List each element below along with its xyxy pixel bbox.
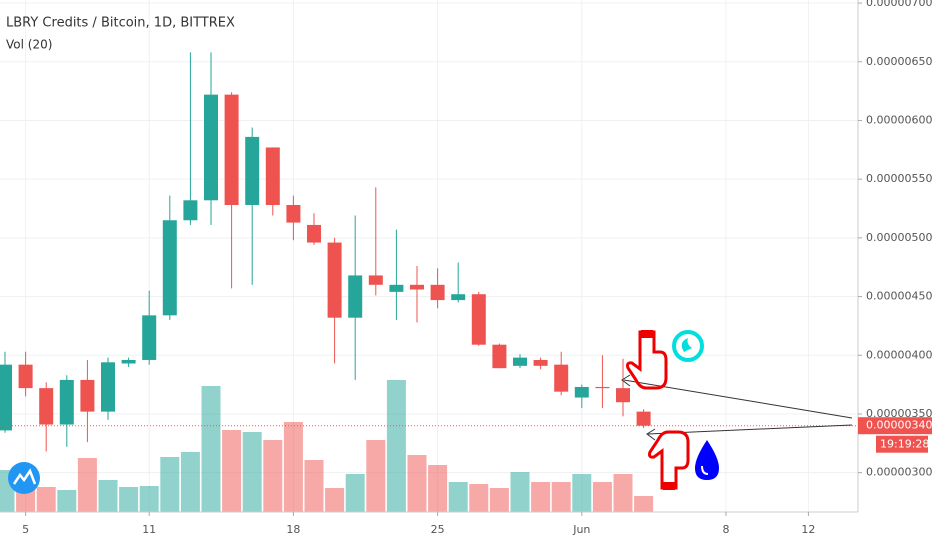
- candle-body: [368, 275, 383, 285]
- x-tick-label: 5: [22, 523, 29, 536]
- candle-body: [595, 386, 610, 389]
- volume-bar: [98, 480, 118, 512]
- volume-bar: [160, 457, 180, 512]
- volume-bar: [551, 482, 571, 512]
- volume-bar: [510, 472, 530, 512]
- candle-body: [162, 220, 177, 316]
- y-tick-label: 0.00000350: [866, 407, 932, 420]
- volume-bar: [201, 386, 221, 512]
- candle-body: [0, 364, 12, 431]
- volume-bar: [592, 482, 612, 512]
- candle-body: [574, 386, 589, 398]
- volume-bar: [345, 474, 365, 512]
- volume-bar: [634, 496, 654, 512]
- volume-bar: [242, 432, 262, 512]
- candle-body: [616, 388, 630, 403]
- volume-label: Vol (20): [6, 38, 52, 52]
- candle-body: [265, 147, 280, 205]
- candle-layer: [0, 52, 858, 452]
- y-tick-label: 0.00000300: [866, 466, 932, 479]
- candle-body: [636, 411, 651, 426]
- volume-bar: [613, 474, 633, 512]
- x-tick-label: Jun: [572, 523, 590, 536]
- candle-body: [513, 357, 527, 366]
- candle-body: [18, 364, 33, 389]
- candle-body: [245, 136, 260, 205]
- y-tick-label: 0.00000600: [866, 113, 932, 126]
- volume-bar: [572, 474, 592, 512]
- x-tick-label: 18: [286, 523, 300, 536]
- volume-bar: [325, 488, 345, 512]
- volume-bar: [407, 455, 427, 512]
- volume-bar: [36, 487, 56, 512]
- volume-bar: [222, 430, 242, 512]
- volume-bar: [283, 422, 303, 512]
- candle-body: [430, 284, 445, 301]
- x-tick-label: 11: [142, 523, 156, 536]
- candle-body: [183, 200, 198, 221]
- candle-body: [554, 364, 569, 392]
- volume-layer: [0, 380, 654, 512]
- volume-bar: [180, 452, 200, 512]
- candle-body: [410, 284, 424, 290]
- y-tick-label: 0.00000650: [866, 55, 932, 68]
- candle-body: [224, 94, 239, 205]
- x-tick-label: 8: [723, 523, 730, 536]
- x-tick-label: 12: [801, 523, 815, 536]
- volume-bar: [139, 486, 159, 512]
- logo: [8, 462, 40, 494]
- volume-bar: [366, 440, 386, 512]
- candle-body: [492, 344, 507, 369]
- candle-body: [286, 204, 301, 223]
- candle-body: [348, 275, 363, 318]
- volume-bar: [489, 488, 509, 512]
- candle-body: [59, 379, 74, 425]
- volume-bar: [531, 482, 551, 512]
- last-price-tag: 0.00000340 19:19:28: [858, 417, 932, 453]
- y-tick-label: 0.00000400: [866, 348, 932, 361]
- candle-body: [80, 379, 95, 412]
- candle-body: [451, 294, 466, 301]
- volume-bar: [119, 487, 139, 512]
- candle-body: [121, 359, 136, 364]
- y-tick-label: 0.00000450: [866, 290, 932, 303]
- volume-bar: [428, 465, 448, 512]
- y-tick-label: 0.00000700: [866, 0, 932, 9]
- volume-bar: [448, 482, 468, 512]
- volume-bar: [77, 458, 97, 512]
- y-tick-label: 0.00000500: [866, 231, 932, 244]
- candle-body: [389, 284, 404, 292]
- annotations: [621, 330, 853, 490]
- candle-body: [533, 359, 548, 366]
- candle-body: [101, 362, 115, 412]
- candle-body: [204, 94, 218, 201]
- chart-title: LBRY Credits / Bitcoin, 1D, BITTREX: [6, 16, 235, 31]
- last-price-label: 0.00000340: [866, 419, 932, 432]
- y-tick-label: 0.00000550: [866, 172, 932, 185]
- candle-body: [142, 315, 157, 360]
- volume-bar: [263, 440, 283, 512]
- candle-body: [471, 294, 486, 345]
- countdown: 19:19:28: [880, 438, 929, 451]
- grid: [0, 0, 858, 512]
- x-tick-label: 25: [431, 523, 445, 536]
- volume-bar: [386, 380, 406, 512]
- candle-body: [307, 224, 321, 243]
- volume-bar: [57, 490, 77, 512]
- candle-body: [39, 388, 54, 425]
- volume-bar: [304, 460, 324, 512]
- volume-bar: [469, 484, 489, 512]
- candle-body: [327, 242, 342, 318]
